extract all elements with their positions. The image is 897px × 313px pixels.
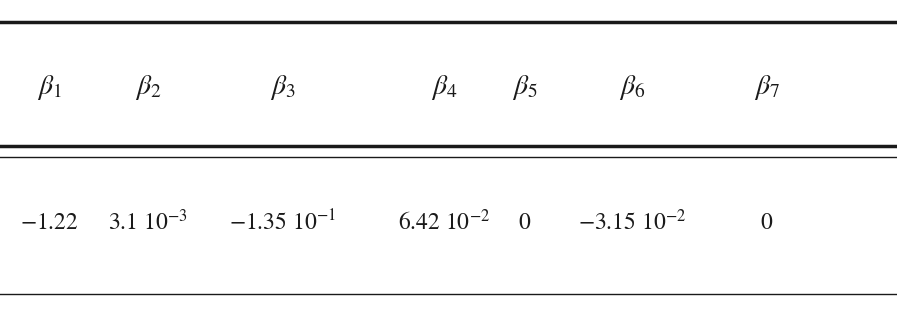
Text: $-1.22$: $-1.22$ (20, 210, 79, 234)
Text: $0$: $0$ (518, 210, 531, 234)
Text: $\beta_1$: $\beta_1$ (37, 73, 62, 102)
Text: $\beta_5$: $\beta_5$ (512, 73, 537, 102)
Text: $\beta_3$: $\beta_3$ (270, 73, 295, 102)
Text: $-3.15\ 10^{-2}$: $-3.15\ 10^{-2}$ (579, 209, 686, 235)
Text: $\beta_6$: $\beta_6$ (619, 73, 646, 102)
Text: $-1.35\ 10^{-1}$: $-1.35\ 10^{-1}$ (229, 209, 336, 235)
Text: $3.1\ 10^{-3}$: $3.1\ 10^{-3}$ (109, 209, 187, 235)
Text: $6.42\ 10^{-2}$: $6.42\ 10^{-2}$ (398, 209, 490, 235)
Text: $\beta_2$: $\beta_2$ (135, 73, 161, 102)
Text: $\beta_4$: $\beta_4$ (431, 73, 457, 102)
Text: $0$: $0$ (761, 210, 773, 234)
Text: $\beta_7$: $\beta_7$ (754, 73, 779, 102)
